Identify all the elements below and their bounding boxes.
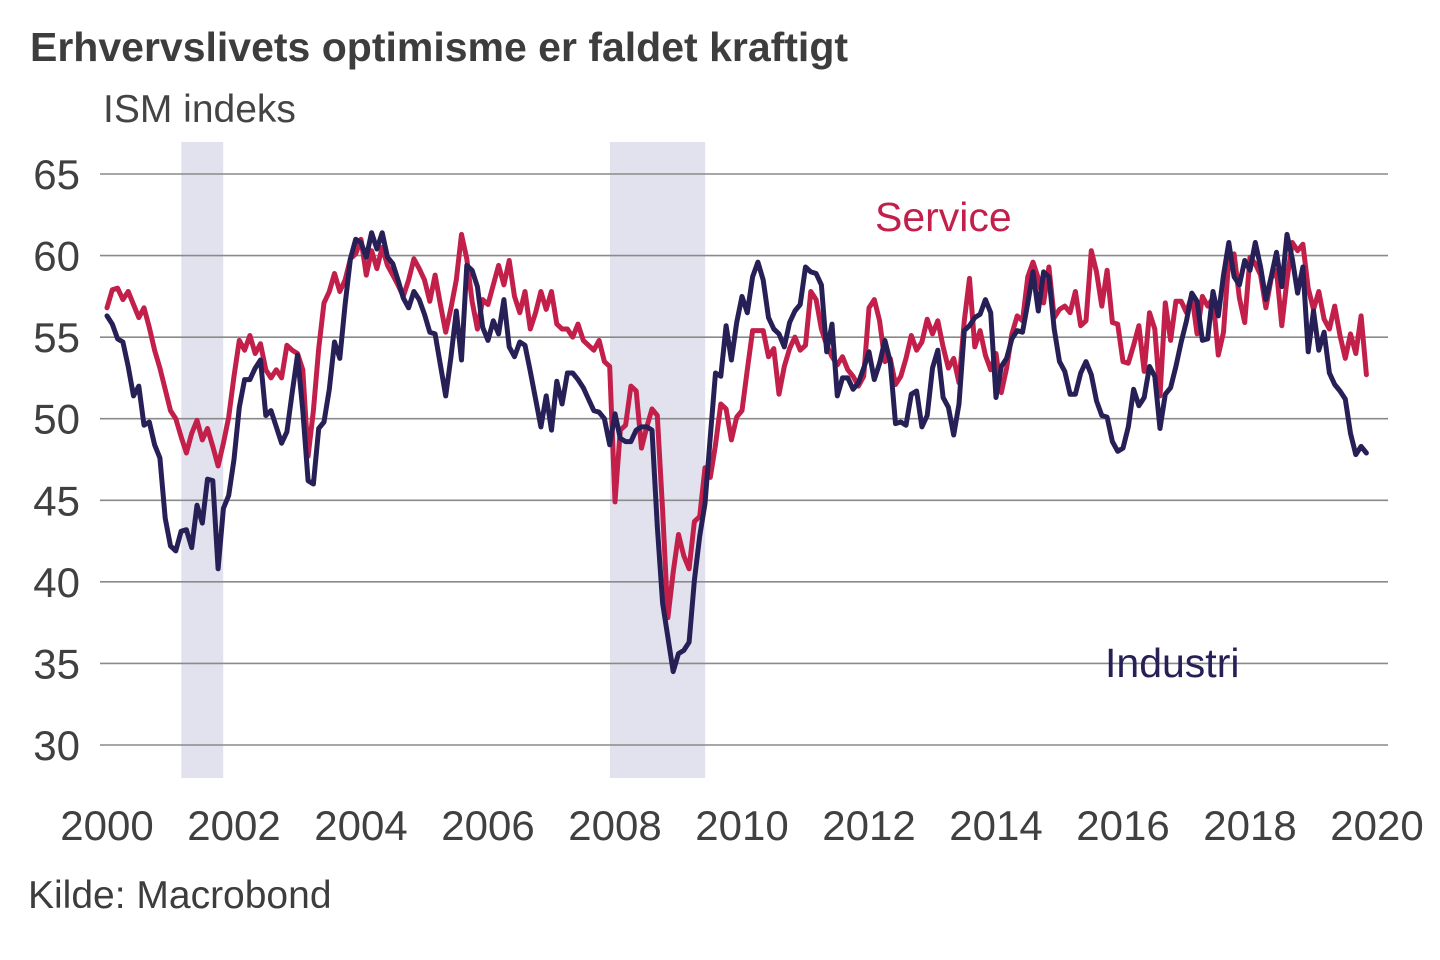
x-tick-label: 2012	[822, 802, 915, 849]
x-tick-label: 2004	[314, 802, 407, 849]
x-tick-label: 2020	[1330, 802, 1423, 849]
x-tick-label: 2000	[60, 802, 153, 849]
x-tick-label: 2014	[949, 802, 1042, 849]
y-tick-label: 40	[33, 559, 80, 606]
y-tick-label: 60	[33, 233, 80, 280]
series-label-industri: Industri	[1105, 640, 1240, 686]
y-tick-label: 65	[33, 151, 80, 198]
y-tick-label: 45	[33, 477, 80, 524]
x-tick-label: 2002	[187, 802, 280, 849]
x-tick-label: 2008	[568, 802, 661, 849]
x-tick-label: 2016	[1076, 802, 1169, 849]
chart-subtitle: ISM indeks	[103, 88, 296, 131]
source-note: Kilde: Macrobond	[28, 874, 332, 917]
x-tick-label: 2010	[695, 802, 788, 849]
chart-title: Erhvervslivets optimisme er faldet kraft…	[30, 24, 849, 70]
y-tick-label: 35	[33, 640, 80, 687]
series-line-industri	[104, 230, 1369, 675]
x-tick-label: 2018	[1203, 802, 1296, 849]
y-tick-label: 55	[33, 314, 80, 361]
y-tick-label: 50	[33, 396, 80, 443]
y-tick-label: 30	[33, 722, 80, 769]
series-label-service: Service	[875, 194, 1012, 240]
series-line-service	[104, 231, 1369, 621]
x-tick-label: 2006	[441, 802, 534, 849]
